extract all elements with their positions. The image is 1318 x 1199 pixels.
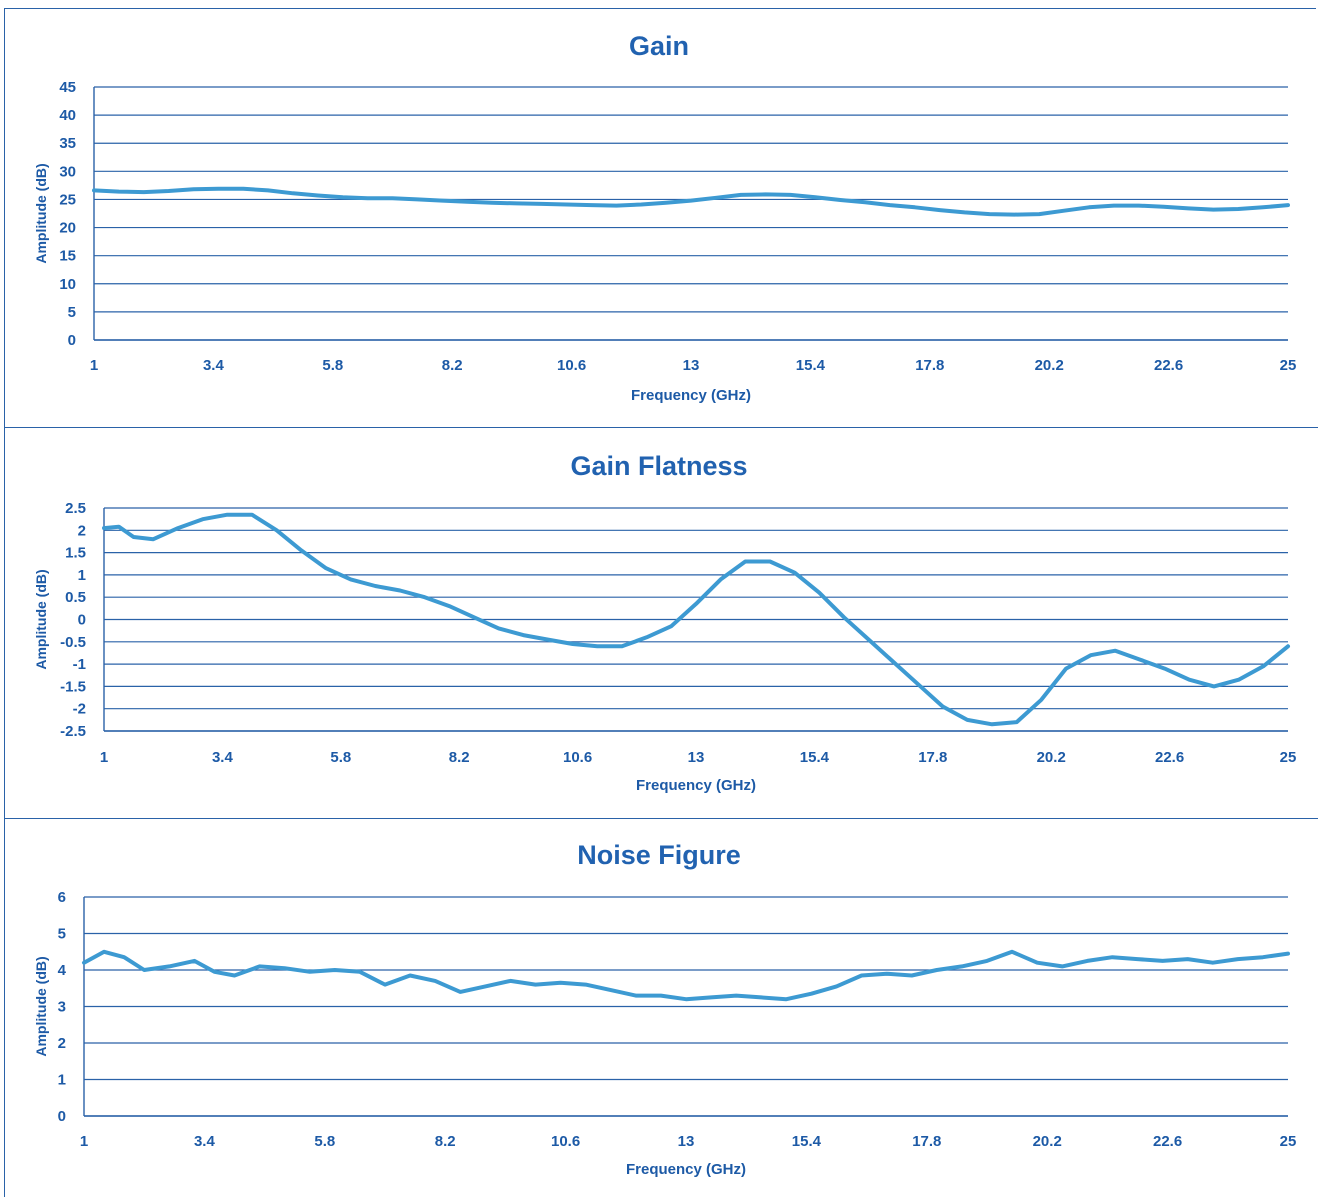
- figure-frame: [4, 8, 1316, 1197]
- x-tick-label: 25: [1280, 749, 1297, 766]
- panel-divider-1: [4, 427, 1318, 428]
- y-axis-label: Amplitude (dB): [33, 569, 49, 669]
- y-axis-label: Amplitude (dB): [33, 163, 49, 263]
- gain-flatness-chart: Gain Flatness-2.5-2-1.5-1-0.500.511.522.…: [33, 451, 1297, 794]
- x-tick-label: 13: [688, 749, 705, 766]
- y-tick-label: 1: [58, 1072, 66, 1089]
- gain-chart: Gain 0 5 10 15 20 25 30 35 40 45 1 3.4 5.8 8.2 10.6 13 15…: [33, 31, 1297, 404]
- y-tick-label: 0: [58, 1108, 66, 1125]
- x-tick-label: 20.2: [1037, 749, 1066, 766]
- gain-series-line: [92, 186, 1290, 217]
- y-tick-label: -0.5: [60, 634, 86, 651]
- gain-title: Gain: [629, 31, 689, 61]
- y-tick-label: 40: [59, 107, 76, 124]
- x-tick-label: 20.2: [1033, 1133, 1062, 1150]
- y-tick-label: 10: [59, 276, 76, 293]
- x-tick-label: 8.2: [449, 749, 470, 766]
- y-tick-label: -2: [73, 701, 86, 718]
- x-tick-label: 10.6: [557, 357, 586, 374]
- y-tick-label: 5: [68, 304, 76, 321]
- panel-divider-2: [4, 818, 1318, 819]
- y-tick-label: 2.5: [65, 500, 86, 517]
- x-tick-label: 15.4: [796, 357, 826, 374]
- y-tick-label: 1.5: [65, 545, 86, 562]
- y-tick-label: 25: [59, 191, 76, 208]
- x-tick-label: 17.8: [912, 1133, 941, 1150]
- y-tick-label: 45: [59, 79, 76, 96]
- x-tick-label: 15.4: [800, 749, 830, 766]
- y-tick-label: 5: [58, 926, 66, 943]
- x-tick-label: 15.4: [792, 1133, 822, 1150]
- x-tick-label: 22.6: [1155, 749, 1184, 766]
- y-tick-label: 1: [78, 567, 86, 584]
- x-tick-label: 8.2: [442, 357, 463, 374]
- y-tick-label: 0.5: [65, 589, 86, 606]
- noise-figure-series-line: [82, 949, 1290, 1002]
- y-tick-label: 3: [58, 999, 66, 1016]
- x-tick-label: 3.4: [203, 357, 225, 374]
- x-tick-label: 13: [678, 1133, 695, 1150]
- x-tick-label: 8.2: [435, 1133, 456, 1150]
- x-tick-label: 3.4: [194, 1133, 216, 1150]
- x-tick-label: 3.4: [212, 749, 234, 766]
- x-axis-label: Frequency (GHz): [626, 1161, 746, 1178]
- y-tick-label: -2.5: [60, 723, 86, 740]
- x-tick-label: 17.8: [915, 357, 944, 374]
- y-tick-label: 2: [58, 1035, 66, 1052]
- x-tick-label: 5.8: [322, 357, 343, 374]
- x-tick-label: 1: [100, 749, 108, 766]
- y-tick-label: 20: [59, 220, 76, 237]
- x-tick-label: 5.8: [314, 1133, 335, 1150]
- x-tick-label: 1: [80, 1133, 88, 1150]
- y-axis-label: Amplitude (dB): [33, 956, 49, 1056]
- x-axis-label: Frequency (GHz): [636, 777, 756, 794]
- y-tick-label: -1: [73, 656, 86, 673]
- x-tick-label: 10.6: [563, 749, 592, 766]
- x-tick-label: 1: [90, 357, 98, 374]
- y-tick-label: 0: [68, 332, 76, 349]
- y-tick-label: 35: [59, 135, 76, 152]
- gain-flatness-series-line: [102, 512, 1290, 727]
- y-tick-label: 0: [78, 612, 86, 629]
- x-tick-label: 25: [1280, 357, 1297, 374]
- x-tick-label: 22.6: [1153, 1133, 1182, 1150]
- x-tick-label: 25: [1280, 1133, 1297, 1150]
- y-tick-label: 4: [58, 962, 67, 979]
- x-tick-label: 22.6: [1154, 357, 1183, 374]
- y-tick-label: -1.5: [60, 678, 86, 695]
- y-tick-label: 6: [58, 889, 66, 906]
- x-tick-label: 20.2: [1035, 357, 1064, 374]
- x-tick-label: 5.8: [330, 749, 351, 766]
- x-tick-label: 13: [683, 357, 700, 374]
- y-tick-label: 30: [59, 163, 76, 180]
- x-tick-label: 10.6: [551, 1133, 580, 1150]
- x-tick-label: 17.8: [918, 749, 947, 766]
- y-tick-label: 15: [59, 248, 76, 265]
- x-axis-label: Frequency (GHz): [631, 387, 751, 404]
- gain-flatness-title: Gain Flatness: [570, 451, 747, 481]
- noise-figure-title: Noise Figure: [577, 840, 741, 870]
- y-tick-label: 2: [78, 522, 86, 539]
